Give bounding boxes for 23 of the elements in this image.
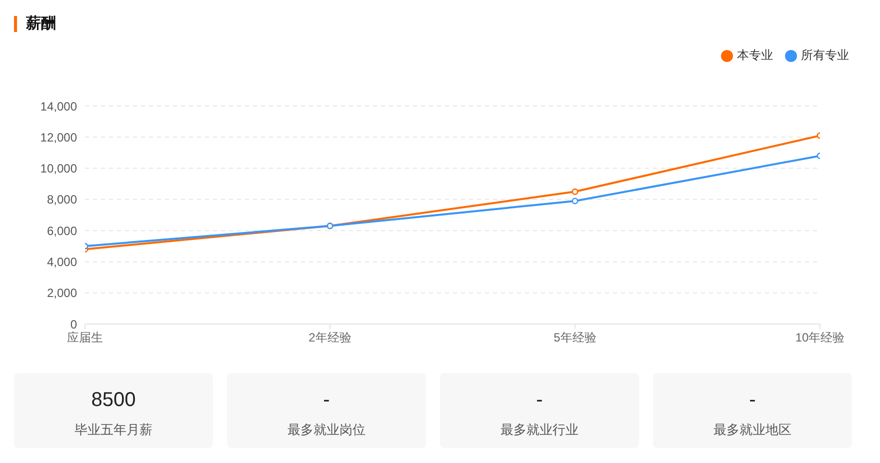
category-label: 最多就业地区 bbox=[714, 422, 792, 437]
text: - bbox=[749, 389, 756, 411]
category-label: 最多就业岗位 bbox=[288, 422, 366, 437]
y-tick-label: 2,000 bbox=[46, 286, 78, 300]
text: - bbox=[323, 389, 330, 411]
legend-label: 本专业 bbox=[737, 48, 773, 62]
text: 8500 bbox=[91, 389, 136, 411]
x-tick-label: 2年经验 bbox=[308, 330, 352, 345]
x-tick-label: 应届生 bbox=[67, 330, 103, 345]
x-tick-label: 5年经验 bbox=[554, 330, 596, 345]
category-label: 毕业五年月薪 bbox=[74, 422, 152, 437]
y-tick-label: 6,000 bbox=[46, 224, 78, 238]
y-tick-label: 10,000 bbox=[40, 162, 78, 176]
y-tick-label: 14,000 bbox=[40, 99, 78, 114]
category-label: 最多就业行业 bbox=[500, 422, 578, 437]
x-tick-label: 10年经验 bbox=[795, 330, 845, 345]
chart-title: 薪酬 bbox=[26, 15, 56, 32]
text: - bbox=[536, 389, 543, 411]
y-tick-label: 12,000 bbox=[40, 130, 78, 144]
legend-label: 所有专业 bbox=[801, 48, 849, 62]
y-tick-label: 8,000 bbox=[46, 192, 78, 207]
y-tick-label: 4,000 bbox=[46, 254, 78, 269]
y-tick-label: 0 bbox=[70, 317, 78, 332]
